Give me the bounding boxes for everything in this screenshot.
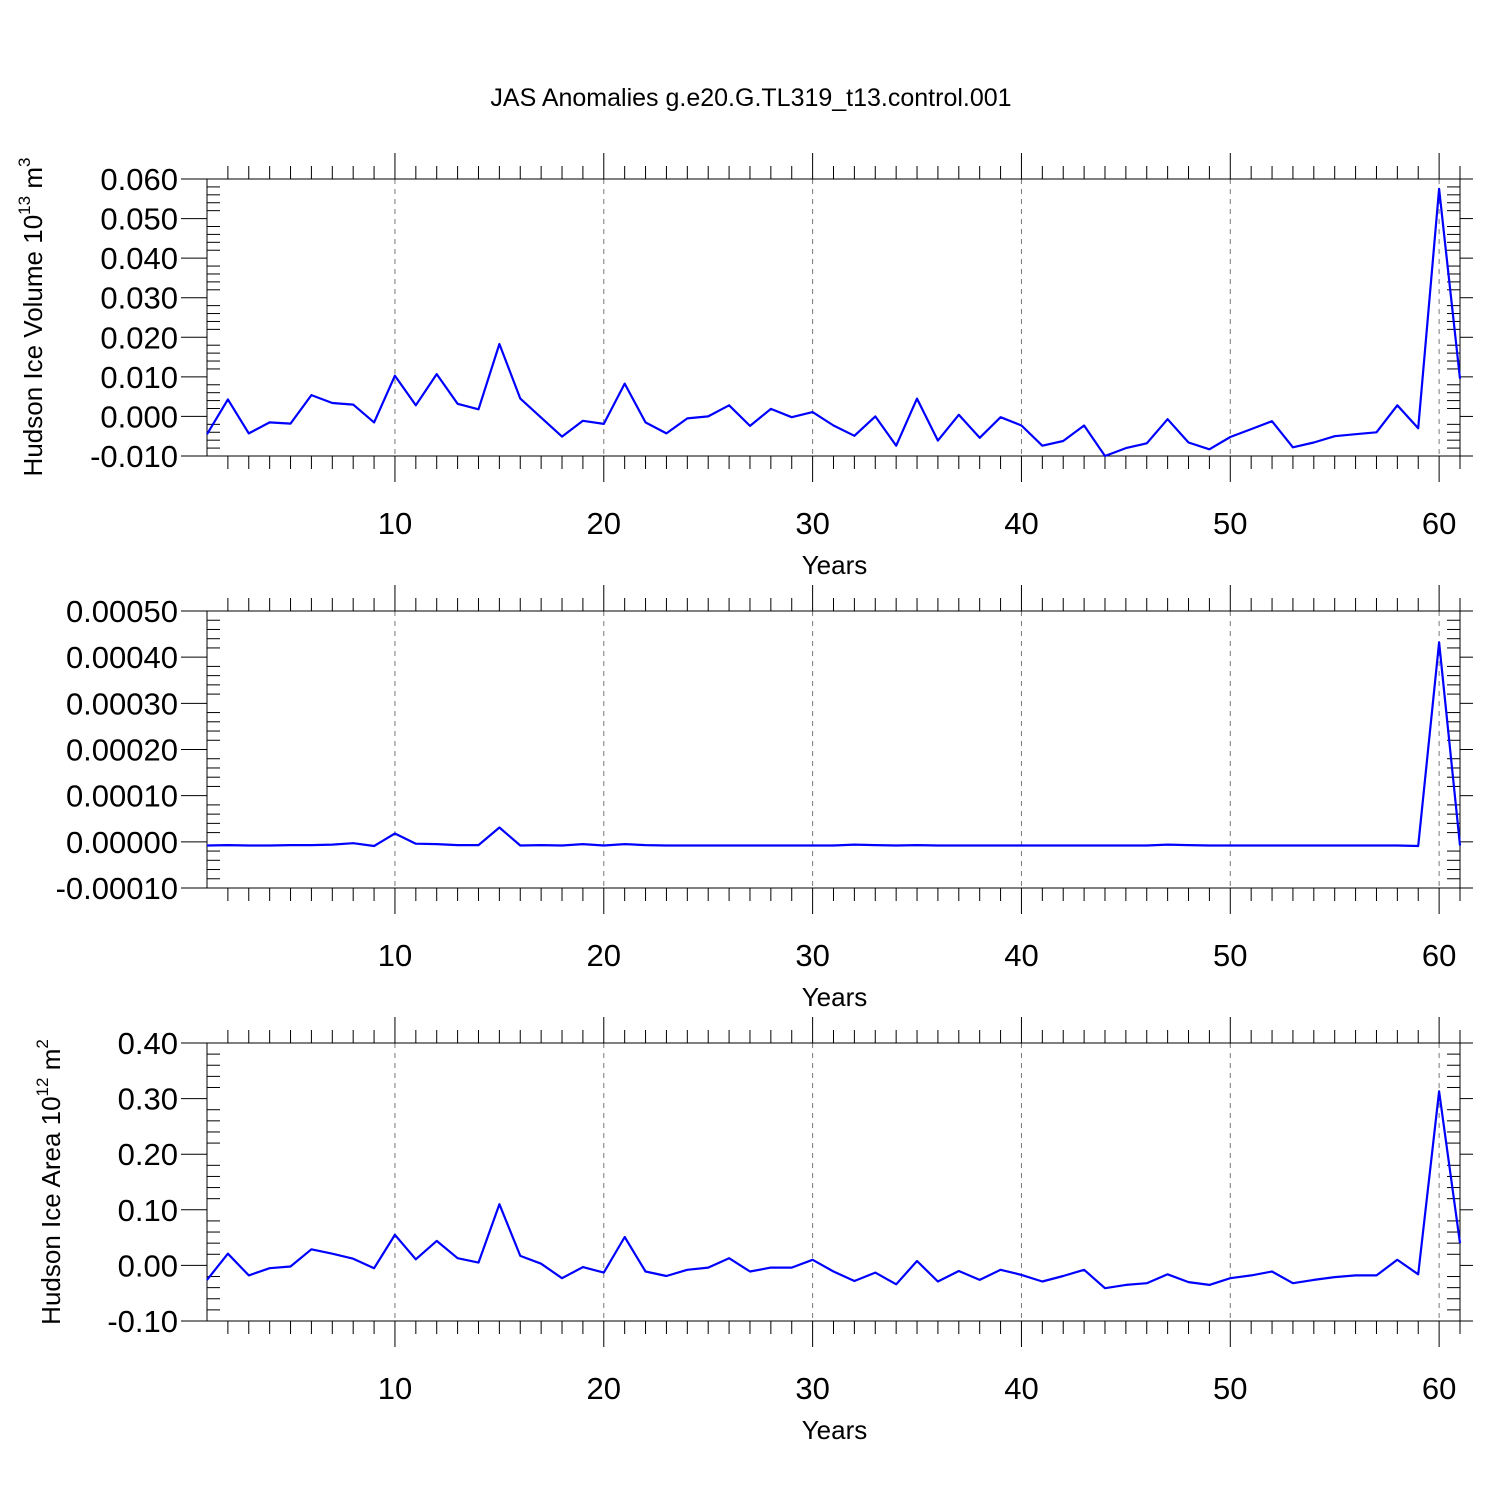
y-tick-label: 0.000 — [100, 399, 178, 434]
x-tick-label: 30 — [795, 1371, 829, 1406]
y-tick-label: 0.30 — [118, 1082, 178, 1117]
panel-1: 10 20 30 40 50 60 -0.010 0.000 0.010 0.020 0.030 0.… — [15, 153, 1473, 580]
y-tick-label: 0.00030 — [66, 686, 178, 721]
y-tick-label: 0.00000 — [66, 825, 178, 860]
series-line — [206, 1090, 1462, 1290]
y-tick-label: 0.10 — [118, 1193, 178, 1228]
series-line — [206, 187, 1462, 458]
y-tick-label: 0.20 — [118, 1137, 178, 1172]
x-tick-label: 50 — [1213, 938, 1247, 973]
panel-2: 10 20 30 40 50 60 -0.00010 0.00000 0.00010 0.0002… — [56, 585, 1473, 1012]
x-tick-label: 60 — [1422, 938, 1456, 973]
x-tick-label: 20 — [587, 1371, 621, 1406]
y-tick-label: 0.010 — [100, 360, 178, 395]
x-tick-label: 30 — [795, 938, 829, 973]
x-axis-label: Years — [802, 1415, 868, 1445]
y-tick-label: 0.020 — [100, 320, 178, 355]
y-tick-label: 0.00050 — [66, 594, 178, 629]
x-tick-label: 10 — [378, 506, 412, 541]
y-tick-label: 0.00040 — [66, 640, 178, 675]
y-tick-label: 0.050 — [100, 202, 178, 237]
y-tick-label: 0.00010 — [66, 779, 178, 814]
x-tick-label: 40 — [1004, 1371, 1038, 1406]
x-tick-label: 30 — [795, 506, 829, 541]
y-tick-label: 0.40 — [118, 1026, 178, 1061]
x-tick-label: 10 — [378, 1371, 412, 1406]
y-tick-label: -0.10 — [107, 1304, 178, 1339]
y-tick-label: -0.00010 — [56, 871, 178, 906]
x-tick-label: 50 — [1213, 506, 1247, 541]
x-tick-label: 60 — [1422, 1371, 1456, 1406]
x-tick-label: 50 — [1213, 1371, 1247, 1406]
x-tick-label: 20 — [587, 938, 621, 973]
y-tick-label: -0.010 — [90, 439, 178, 474]
figure-title: JAS Anomalies g.e20.G.TL319_t13.control.… — [490, 84, 1011, 112]
y-axis-label: Hudson Ice Volume 1013 m3 — [15, 158, 48, 477]
y-tick-label: 0.040 — [100, 241, 178, 276]
panel-3: 10 20 30 40 50 60 -0.10 0.00 0.10 0.20 0.30 0.40 Yea… — [33, 1017, 1473, 1445]
x-tick-label: 60 — [1422, 506, 1456, 541]
x-tick-label: 40 — [1004, 938, 1038, 973]
y-tick-label: 0.00020 — [66, 733, 178, 768]
y-tick-label: 0.00 — [118, 1248, 178, 1283]
y-tick-label: 0.030 — [100, 281, 178, 316]
x-tick-label: 20 — [587, 506, 621, 541]
series-line — [206, 641, 1462, 848]
x-tick-label: 40 — [1004, 506, 1038, 541]
x-axis-label: Years — [802, 550, 868, 580]
y-tick-label: 0.060 — [100, 162, 178, 197]
x-axis-label: Years — [802, 982, 868, 1012]
x-tick-label: 10 — [378, 938, 412, 973]
y-axis-label: Hudson Ice Area 1012 m2 — [33, 1039, 66, 1325]
